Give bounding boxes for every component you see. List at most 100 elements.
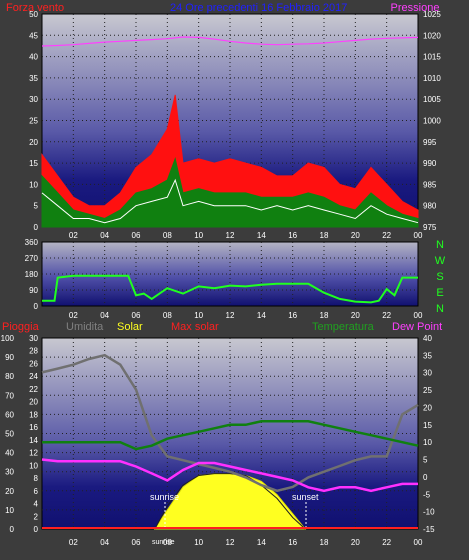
pressure-label: Pressione <box>391 2 440 14</box>
y-right-tick-label: 1000 <box>423 117 441 126</box>
y-left-tick-label: 5 <box>34 202 39 211</box>
humidity-tick-label: 100 <box>1 334 15 343</box>
rain-tick-label: 24 <box>29 372 38 381</box>
x-tick-label: 16 <box>288 231 297 240</box>
y-right-tick-label: 995 <box>423 138 437 147</box>
humidity-tick-label: 20 <box>5 487 14 496</box>
x-tick-label: 22 <box>382 231 391 240</box>
x-tick-label: 20 <box>351 538 360 547</box>
x-tick-label: 22 <box>382 538 391 547</box>
temperature-tick-label: 5 <box>423 456 428 465</box>
y-right-tick-label: 975 <box>423 223 437 232</box>
temperature-tick-label: 35 <box>423 351 432 360</box>
series-max-solar <box>154 473 306 530</box>
legend-dew-point: Dew Point <box>392 321 442 333</box>
y-left-tick-label: 20 <box>29 138 38 147</box>
humidity-tick-label: 50 <box>5 430 14 439</box>
x-tick-label: 08 <box>163 538 172 547</box>
x-tick-label: 04 <box>100 538 109 547</box>
x-tick-label: 06 <box>132 538 141 547</box>
humidity-tick-label: 60 <box>5 410 14 419</box>
rain-tick-label: 30 <box>29 334 38 343</box>
humidity-tick-label: 0 <box>10 525 15 534</box>
chart-title: 24 Ore precedenti 16 Febbraio 2017 <box>170 2 347 14</box>
compass-letter: N <box>436 239 444 251</box>
y-right-tick-label: 1025 <box>423 10 441 19</box>
x-tick-label: 00 <box>414 231 423 240</box>
temperature-tick-label: 30 <box>423 369 432 378</box>
rain-tick-label: 22 <box>29 385 38 394</box>
direction-tick-label: 90 <box>29 286 38 295</box>
series-pressure <box>41 36 419 47</box>
weather-ticks: 0102030405060708090100024681012141618202… <box>1 334 435 547</box>
series-dew-point <box>41 458 418 493</box>
weather-legend: Pioggia Umidita Solar Max solar Temperat… <box>2 321 442 333</box>
x-tick-label: 14 <box>257 231 266 240</box>
legend-temperature: Temperatura <box>312 321 375 333</box>
sunrise-top-label: sunrise <box>150 492 179 502</box>
rain-tick-label: 10 <box>29 461 38 470</box>
x-tick-label: 00 <box>414 311 423 320</box>
x-tick-label: 20 <box>351 231 360 240</box>
legend-solar: Solar <box>117 321 143 333</box>
x-tick-label: 18 <box>320 231 329 240</box>
direction-series <box>42 274 418 304</box>
x-tick-label: 10 <box>194 231 203 240</box>
legend-rain: Pioggia <box>2 321 40 333</box>
direction-ticks: 0 90 180 270 360 02 04 06 08 10 12 14 16 18 20 22 00 <box>25 238 423 320</box>
rain-tick-label: 6 <box>34 487 39 496</box>
x-tick-label: 10 <box>194 311 203 320</box>
rain-tick-label: 16 <box>29 423 38 432</box>
y-right-tick-label: 980 <box>423 202 437 211</box>
temperature-tick-label: 0 <box>423 473 428 482</box>
weather-panel: 0102030405060708090100024681012141618202… <box>1 334 435 547</box>
direction-tick-label: 0 <box>34 302 39 311</box>
direction-tick-label: 360 <box>25 238 39 247</box>
rain-tick-label: 12 <box>29 449 38 458</box>
temperature-tick-label: 15 <box>423 421 432 430</box>
direction-tick-label: 270 <box>25 254 39 263</box>
weather-series <box>41 353 419 530</box>
temperature-tick-label: 10 <box>423 438 432 447</box>
humidity-tick-label: 70 <box>5 391 14 400</box>
x-tick-label: 14 <box>257 311 266 320</box>
y-right-tick-label: 985 <box>423 180 437 189</box>
wind-series <box>41 36 419 228</box>
series-speed <box>41 178 419 224</box>
temperature-tick-label: -5 <box>423 490 431 499</box>
series-direction <box>42 274 418 304</box>
direction-tick-label: 180 <box>25 270 39 279</box>
sunset-top-label: sunset <box>292 492 319 502</box>
rain-tick-label: 2 <box>34 512 39 521</box>
y-left-tick-label: 25 <box>29 117 38 126</box>
compass-letter: W <box>435 255 446 267</box>
y-right-tick-label: 1020 <box>423 31 441 40</box>
x-tick-label: 16 <box>288 538 297 547</box>
x-tick-label: 06 <box>132 231 141 240</box>
x-tick-label: 14 <box>257 538 266 547</box>
rain-tick-label: 26 <box>29 359 38 368</box>
x-tick-label: 04 <box>100 311 109 320</box>
temperature-tick-label: -10 <box>423 508 435 517</box>
x-tick-label: 04 <box>100 231 109 240</box>
y-left-tick-label: 45 <box>29 31 38 40</box>
direction-grid <box>42 242 418 306</box>
rain-tick-label: 0 <box>34 525 39 534</box>
y-right-tick-label: 1010 <box>423 74 441 83</box>
wind-panel: 0510152025303540455097598098599099510001… <box>29 10 441 240</box>
y-left-tick-label: 50 <box>29 10 38 19</box>
rain-tick-label: 18 <box>29 410 38 419</box>
temperature-tick-label: 20 <box>423 403 432 412</box>
x-tick-label: 08 <box>163 311 172 320</box>
x-tick-label: 02 <box>69 231 78 240</box>
x-tick-label: 10 <box>194 538 203 547</box>
temperature-tick-label: 40 <box>423 334 432 343</box>
y-left-tick-label: 35 <box>29 74 38 83</box>
humidity-tick-label: 40 <box>5 449 14 458</box>
legend-max-solar: Max solar <box>171 321 219 333</box>
y-left-tick-label: 0 <box>34 223 39 232</box>
x-tick-label: 08 <box>163 231 172 240</box>
